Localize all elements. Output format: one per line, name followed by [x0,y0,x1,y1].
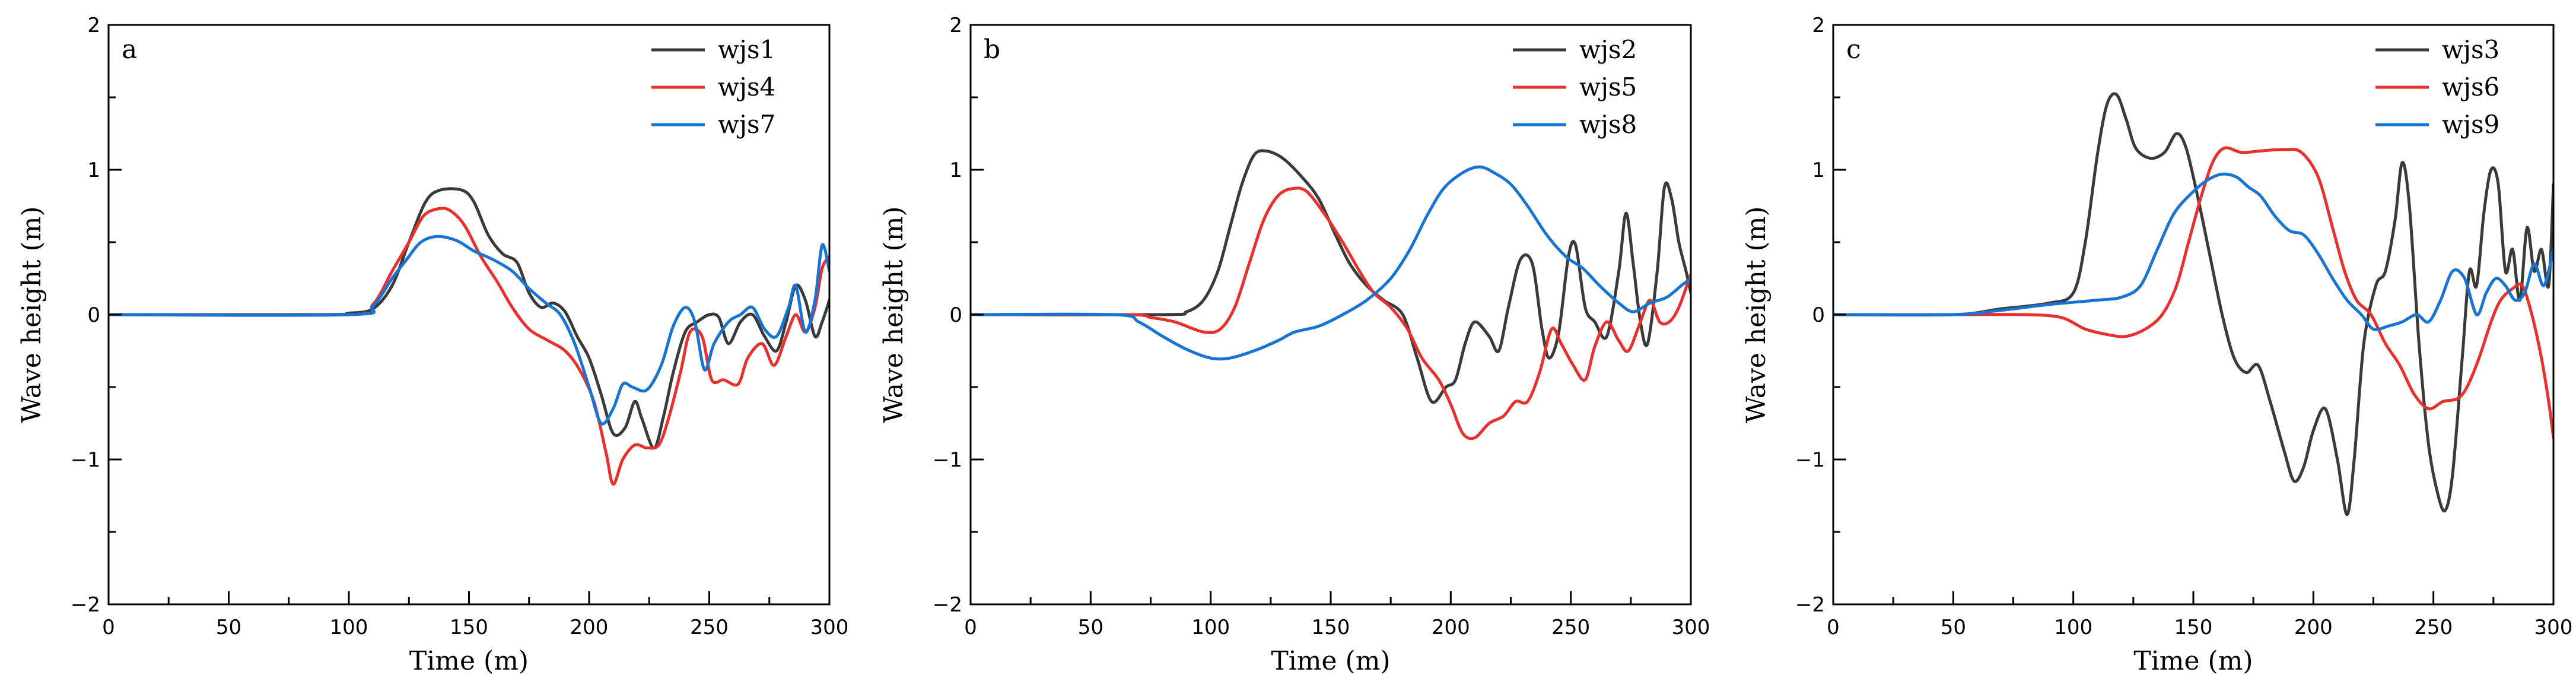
y-tick-label: 0 [949,303,962,327]
legend-label-wjs2: wjs2 [1579,35,1637,64]
y-tick-label: 1 [1812,159,1825,182]
legend-label-wjs4: wjs4 [718,72,775,102]
y-tick-label: 2 [1812,14,1825,37]
legend: wjs1 wjs4 wjs7 [651,35,775,139]
x-tick-label: 200 [1432,616,1470,639]
chart-panel-b: 0 50 100 150 200 250 300 −2 −1 0 1 2 Time (m) Wave he… [879,14,1710,676]
series-line-wjs5 [971,186,1691,440]
legend-label-wjs8: wjs8 [1579,110,1637,139]
legend-label-wjs6: wjs6 [2442,72,2499,102]
x-tick-label: 300 [810,616,849,639]
x-tick-label: 0 [102,616,115,639]
panel-label: b [984,34,1000,65]
x-tick-label: 100 [330,616,368,639]
panel-label: a [122,34,137,65]
x-tick-label: 200 [2294,616,2333,639]
x-tick-label: 100 [2054,616,2092,639]
y-tick-label: 0 [87,303,100,327]
x-tick-label: 150 [2174,616,2213,639]
y-tick-label: −2 [933,593,962,617]
y-tick-label: 1 [949,159,962,182]
x-tick-label: 50 [1078,616,1103,639]
x-tick-label: 0 [1827,616,1840,639]
series-line-wjs3 [1833,92,2553,516]
x-tick-label: 50 [1941,616,1966,639]
y-axis-title: Wave height (m) [17,206,47,423]
legend-label-wjs1: wjs1 [718,35,775,64]
series-line-wjs2 [971,149,1691,404]
x-tick-label: 250 [690,616,729,639]
series-line-wjs4 [109,207,829,486]
x-tick-label: 150 [450,616,488,639]
legend: wjs3 wjs6 wjs9 [2375,35,2499,139]
x-tick-label: 250 [1551,616,1590,639]
legend-label-wjs9: wjs9 [2442,110,2499,139]
y-tick-label: 0 [1812,303,1825,327]
chart-panel-a: 0 50 100 150 200 250 300 −2 −1 0 1 2 Time (m) Wave he… [17,14,848,676]
chart-panel-c: 0 50 100 150 200 250 300 −2 −1 0 1 2 Time (m) Wave he… [1741,14,2572,676]
y-tick-label: 2 [87,14,100,37]
y-tick-label: 1 [87,159,100,182]
x-tick-label: 0 [964,616,977,639]
series-line-wjs1 [109,187,829,449]
x-tick-label: 50 [216,616,241,639]
y-tick-label: −1 [933,448,962,472]
x-axis-title: Time (m) [2133,646,2253,676]
legend-label-wjs5: wjs5 [1579,72,1637,102]
x-tick-label: 200 [570,616,609,639]
x-tick-label: 300 [1672,616,1710,639]
legend-label-wjs3: wjs3 [2442,35,2499,64]
y-axis-title: Wave height (m) [879,206,909,423]
y-tick-label: −1 [71,448,100,472]
series-line-wjs9 [1833,172,2553,331]
y-tick-label: −1 [1795,448,1825,472]
legend: wjs2 wjs5 wjs8 [1513,35,1637,139]
x-axis-title: Time (m) [1271,646,1390,676]
x-tick-label: 300 [2534,616,2573,639]
series-line-wjs8 [971,165,1691,361]
y-tick-label: 2 [949,14,962,37]
y-tick-label: −2 [1795,593,1825,617]
x-tick-label: 100 [1191,616,1230,639]
series-line-wjs6 [1833,146,2553,439]
x-tick-label: 250 [2414,616,2453,639]
x-tick-label: 150 [1312,616,1350,639]
y-axis-title: Wave height (m) [1741,206,1772,423]
x-axis-title: Time (m) [409,646,529,676]
series-line-wjs7 [109,234,829,426]
legend-label-wjs7: wjs7 [718,110,775,139]
y-tick-label: −2 [71,593,100,617]
panel-label: c [1846,34,1861,65]
